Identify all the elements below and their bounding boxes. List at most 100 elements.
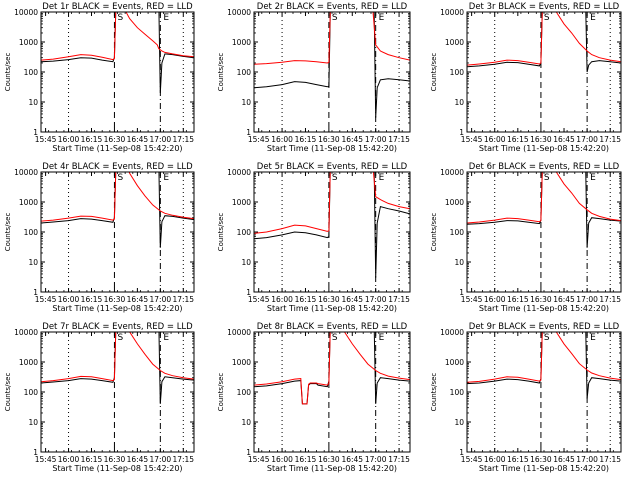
x-tick-label: 16:00: [58, 455, 80, 464]
marker-label: S: [544, 13, 550, 23]
y-tick-label: 10: [454, 418, 464, 427]
x-tick-label: 16:30: [318, 135, 340, 144]
y-tick-label: 10: [241, 98, 251, 107]
panel-frame: [40, 171, 195, 293]
panel-title: Det 6r BLACK = Events, RED = LLD: [469, 162, 620, 172]
panel-det-5: Det 5r BLACK = Events, RED = LLD 1 10 100 10…: [217, 162, 411, 313]
y-tick-label: 10: [454, 98, 464, 107]
y-tick-label: 100: [237, 228, 252, 237]
panel-det-8: Det 8r BLACK = Events, RED = LLD 1 10 100 10…: [217, 322, 411, 473]
x-tick-label: 16:15: [81, 135, 103, 144]
x-tick-label: 16:00: [484, 455, 506, 464]
series-line-events: [467, 12, 621, 73]
x-tick-label: 16:45: [341, 455, 363, 464]
y-tick-label: 1: [246, 288, 251, 297]
x-tick-label: 16:45: [553, 295, 575, 304]
x-axis-label: Start Time (11-Sep-08 15:42:20): [52, 144, 182, 153]
y-tick-label: 10: [241, 258, 251, 267]
y-tick-label: 100: [24, 388, 39, 397]
marker-label: E: [590, 333, 596, 343]
x-tick-label: 16:15: [507, 295, 529, 304]
x-tick-label: 15:45: [35, 455, 57, 464]
marker-label: E: [163, 333, 169, 343]
x-tick-label: 17:00: [150, 135, 172, 144]
x-axis-label: Start Time (11-Sep-08 15:42:20): [267, 304, 397, 313]
marker-label: S: [117, 333, 123, 343]
series-line-events: [41, 332, 194, 404]
y-tick-label: 1: [33, 448, 38, 457]
y-tick-label: 10000: [14, 8, 38, 17]
marker-label: S: [117, 13, 123, 23]
y-tick-label: 10000: [227, 8, 251, 17]
x-tick-label: 16:15: [507, 455, 529, 464]
x-tick-label: 15:45: [461, 135, 483, 144]
y-tick-label: 1: [459, 128, 464, 137]
y-tick-label: 10000: [14, 328, 38, 337]
y-axis-label: Counts/sec: [217, 373, 225, 412]
x-tick-label: 17:15: [599, 295, 621, 304]
x-tick-label: 16:00: [58, 135, 80, 144]
y-tick-label: 1000: [19, 38, 38, 47]
y-tick-label: 1: [246, 448, 251, 457]
x-tick-label: 15:45: [35, 295, 57, 304]
x-tick-label: 16:00: [484, 295, 506, 304]
x-tick-label: 16:15: [295, 135, 317, 144]
x-tick-label: 17:00: [365, 135, 387, 144]
series-line-events: [254, 12, 410, 118]
y-tick-label: 1: [246, 128, 251, 137]
y-tick-label: 1: [459, 448, 464, 457]
y-axis-label: Counts/sec: [4, 373, 12, 412]
y-tick-label: 10000: [440, 328, 464, 337]
marker-label: S: [332, 333, 338, 343]
panel-frame: [253, 331, 411, 453]
x-tick-label: 15:45: [35, 135, 57, 144]
x-tick-label: 16:15: [81, 295, 103, 304]
marker-label: S: [332, 13, 338, 23]
x-tick-label: 17:15: [388, 135, 410, 144]
x-axis-label: Start Time (11-Sep-08 15:42:20): [479, 144, 609, 153]
x-tick-label: 16:45: [553, 455, 575, 464]
y-axis-label: Counts/sec: [217, 213, 225, 252]
panel-title: Det 8r BLACK = Events, RED = LLD: [257, 322, 408, 332]
marker-label: E: [379, 333, 385, 343]
panel-det-1: Det 1r BLACK = Events, RED = LLD 1 10 100 10…: [4, 2, 195, 153]
y-tick-label: 10: [28, 98, 38, 107]
x-axis-label: Start Time (11-Sep-08 15:42:20): [52, 464, 182, 473]
panel-title: Det 2r BLACK = Events, RED = LLD: [257, 2, 408, 12]
y-axis-label: Counts/sec: [4, 213, 12, 252]
marker-label: S: [117, 173, 123, 183]
x-axis-label: Start Time (11-Sep-08 15:42:20): [479, 464, 609, 473]
x-tick-label: 17:15: [388, 295, 410, 304]
x-tick-label: 16:45: [127, 135, 149, 144]
y-axis-label: Counts/sec: [217, 53, 225, 92]
x-tick-label: 16:45: [553, 135, 575, 144]
x-tick-label: 17:15: [599, 455, 621, 464]
marker-label: E: [163, 13, 169, 23]
marker-label: S: [544, 333, 550, 343]
y-tick-label: 10000: [14, 168, 38, 177]
x-tick-label: 17:00: [365, 295, 387, 304]
x-tick-label: 16:45: [341, 295, 363, 304]
marker-label: S: [544, 173, 550, 183]
y-tick-label: 100: [450, 388, 465, 397]
panel-det-2: Det 2r BLACK = Events, RED = LLD 1 10 100 10…: [217, 2, 411, 153]
panel-det-3: Det 3r BLACK = Events, RED = LLD 1 10 100 10…: [430, 2, 622, 153]
panel-det-4: Det 4r BLACK = Events, RED = LLD 1 10 100 10…: [4, 162, 195, 313]
series-line-lld: [467, 172, 621, 224]
series-line-lld: [41, 332, 194, 383]
y-tick-label: 10: [241, 418, 251, 427]
series-line-events: [41, 12, 194, 94]
y-tick-label: 1000: [445, 38, 464, 47]
x-tick-label: 17:00: [150, 455, 172, 464]
x-axis-label: Start Time (11-Sep-08 15:42:20): [52, 304, 182, 313]
x-tick-label: 17:15: [172, 135, 194, 144]
y-tick-label: 1: [33, 128, 38, 137]
x-tick-label: 16:30: [104, 295, 126, 304]
x-tick-label: 16:00: [271, 455, 293, 464]
marker-label: E: [590, 13, 596, 23]
series-line-lld: [41, 12, 194, 61]
marker-label: E: [163, 173, 169, 183]
y-axis-label: Counts/sec: [430, 373, 438, 412]
x-tick-label: 17:15: [172, 295, 194, 304]
